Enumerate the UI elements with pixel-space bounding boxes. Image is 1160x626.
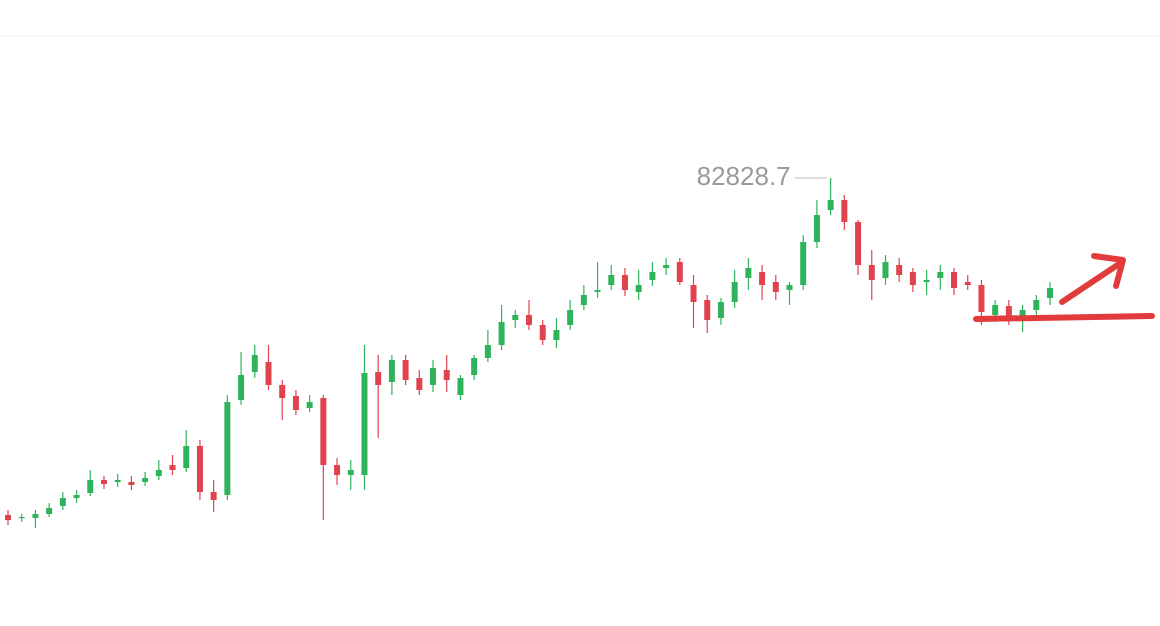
candle-body: [402, 360, 409, 380]
candle-body: [73, 495, 80, 498]
candle-body: [594, 290, 601, 292]
candle-body: [361, 373, 368, 475]
candle-body: [46, 508, 53, 514]
candle-body: [539, 325, 546, 340]
candle-body: [320, 398, 327, 465]
candle-body: [992, 305, 999, 315]
candle-body: [800, 242, 807, 285]
candle-body: [306, 402, 313, 408]
candle-body: [553, 330, 560, 340]
candle-body: [18, 517, 25, 519]
candle-body: [59, 498, 66, 506]
candle-body: [224, 402, 231, 495]
candle-body: [347, 470, 354, 475]
candle-body: [827, 200, 834, 210]
candle-body: [882, 262, 889, 278]
candle-body: [498, 322, 505, 345]
candle-body: [580, 295, 587, 305]
arrow-shaft: [1059, 259, 1125, 305]
candle-body: [416, 378, 423, 390]
candle-body: [100, 480, 107, 484]
candle-body: [841, 200, 848, 222]
candle-body: [388, 360, 395, 382]
candle-body: [169, 465, 176, 470]
candle-body: [114, 480, 121, 482]
candle-body: [951, 272, 958, 288]
candle-body: [759, 272, 766, 285]
candle-body: [964, 282, 971, 285]
candle-body: [279, 385, 286, 398]
candle-body: [87, 480, 94, 493]
candle-body: [635, 285, 642, 292]
candles: [5, 178, 1053, 528]
candle-body: [978, 285, 985, 312]
candle-body: [704, 300, 711, 320]
candle-body: [375, 372, 382, 385]
candle-body: [731, 282, 738, 302]
arrow-head: [1091, 253, 1126, 289]
candle-body: [909, 272, 916, 285]
candle-body: [1033, 300, 1040, 310]
candle-body: [745, 268, 752, 278]
candle-body: [512, 315, 519, 320]
candle-body: [855, 222, 862, 265]
candle-body: [292, 396, 299, 410]
candle-body: [210, 492, 217, 500]
candle-body: [334, 465, 341, 475]
candle-body: [142, 478, 149, 482]
candle-body: [526, 315, 532, 325]
candle-body: [457, 378, 464, 395]
candle-body: [1019, 310, 1026, 318]
candle-body: [1047, 288, 1053, 298]
candle-body: [937, 272, 944, 278]
candle-body: [32, 514, 39, 518]
candle-body: [923, 280, 930, 282]
candle-body: [786, 285, 793, 290]
candle-body: [471, 358, 478, 375]
candle-body: [608, 275, 615, 285]
candle-body: [430, 368, 437, 385]
candle-body: [717, 302, 724, 318]
candle-body: [663, 265, 670, 268]
candle-body: [183, 446, 190, 468]
candle-body: [676, 262, 683, 282]
candle-body: [649, 272, 656, 280]
candle-body: [128, 482, 135, 485]
candle-body: [868, 265, 875, 280]
candle-body: [1005, 306, 1012, 318]
candle-body: [484, 345, 491, 358]
candle-body: [443, 370, 450, 380]
max-label: 82828.7: [697, 161, 791, 191]
candle-body: [238, 375, 245, 400]
candle-body: [155, 470, 162, 476]
candle-body: [5, 515, 11, 520]
candle-body: [896, 265, 903, 275]
candle-body: [772, 282, 779, 292]
candle-body: [196, 446, 203, 492]
support-line: [973, 313, 1155, 322]
candle-body: [621, 275, 628, 290]
trend-annotation: [973, 253, 1155, 322]
candle-body: [265, 362, 272, 385]
candle-body: [690, 285, 697, 302]
candle-body: [813, 215, 820, 242]
candle-body: [251, 355, 258, 372]
candle-body: [567, 310, 574, 325]
